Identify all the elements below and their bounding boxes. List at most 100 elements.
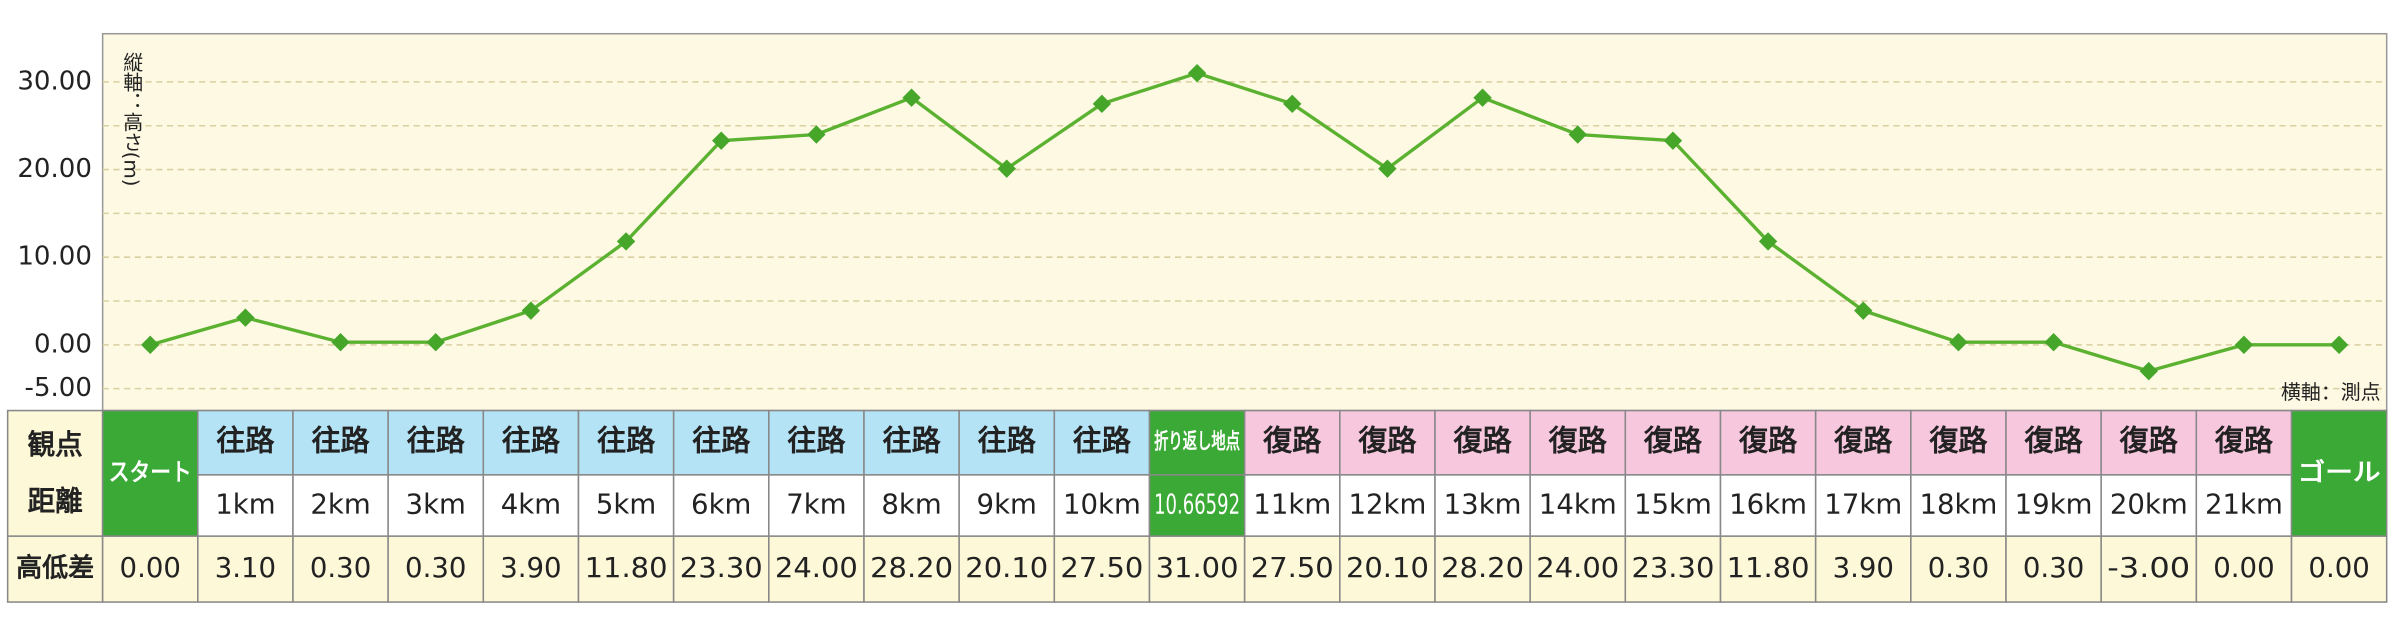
value-label: 31.00 bbox=[1156, 551, 1239, 584]
distance-label: 19km bbox=[2015, 488, 2093, 521]
data-point bbox=[807, 125, 826, 144]
table-cell bbox=[387, 409, 485, 476]
value-label: 0.00 bbox=[2308, 551, 2369, 584]
segment-label: 往路 bbox=[692, 424, 751, 458]
segment-label: 往路 bbox=[502, 424, 561, 458]
table-cell bbox=[1624, 535, 1722, 603]
value-label: 3.90 bbox=[1833, 551, 1894, 584]
table-cell bbox=[2100, 409, 2198, 476]
value-label: 0.30 bbox=[310, 551, 371, 584]
table-cell bbox=[197, 474, 294, 537]
table-cell bbox=[672, 535, 770, 603]
table-cell bbox=[292, 535, 389, 603]
data-point bbox=[426, 333, 445, 352]
data-point bbox=[1758, 232, 1778, 251]
value-label: 24.00 bbox=[775, 551, 858, 584]
data-point bbox=[616, 232, 636, 251]
data-point bbox=[1283, 94, 1302, 114]
data-point bbox=[331, 333, 350, 352]
row-header: 高低差 bbox=[16, 553, 94, 584]
segment-label: 復路 bbox=[1643, 424, 1703, 458]
table-cell bbox=[768, 474, 865, 537]
value-label: 11.80 bbox=[585, 551, 668, 584]
data-point bbox=[1949, 333, 1968, 352]
segment-label: 往路 bbox=[597, 424, 656, 458]
x-axis-label: 横軸：測点 bbox=[2281, 381, 2381, 404]
table-cell bbox=[2005, 474, 2102, 537]
distance-label: 6km bbox=[691, 488, 751, 521]
value-label: 23.30 bbox=[680, 551, 763, 584]
table-cell bbox=[387, 535, 485, 603]
distance-label: 3km bbox=[406, 488, 466, 521]
distance-label: 4km bbox=[501, 488, 561, 521]
table-cell bbox=[1719, 474, 1817, 537]
value-label: 0.30 bbox=[405, 551, 466, 584]
data-point bbox=[1092, 94, 1112, 114]
table-cell bbox=[2195, 535, 2293, 603]
table-cell bbox=[1339, 409, 1436, 476]
plot-area bbox=[101, 32, 2388, 412]
distance-label: 7km bbox=[786, 488, 846, 521]
y-axis-label: 縦軸：高さ(m) bbox=[120, 52, 143, 187]
table-cell bbox=[577, 535, 675, 603]
table-cell bbox=[292, 409, 389, 476]
table-cell bbox=[1148, 474, 1246, 537]
distance-label: 14km bbox=[1539, 488, 1617, 521]
data-point bbox=[1854, 301, 1873, 320]
table-cell bbox=[1814, 409, 1912, 476]
value-label: 11.80 bbox=[1727, 551, 1810, 584]
value-label: 28.20 bbox=[870, 551, 953, 584]
table-cell bbox=[197, 409, 294, 476]
table-cell bbox=[958, 535, 1056, 603]
segment-label: 往路 bbox=[1073, 424, 1132, 458]
y-tick-label: 30.00 bbox=[17, 66, 92, 96]
segment-label: 復路 bbox=[1738, 424, 1798, 458]
value-label: 28.20 bbox=[1441, 551, 1524, 584]
table-cell bbox=[1053, 474, 1151, 537]
value-label: -3.00 bbox=[2107, 551, 2190, 584]
table-cell bbox=[863, 474, 960, 537]
segment-label: 往路 bbox=[787, 424, 846, 458]
data-point bbox=[2234, 335, 2254, 355]
data-point bbox=[902, 88, 921, 107]
table-cell bbox=[577, 409, 675, 476]
table-cell bbox=[863, 535, 960, 603]
distance-label: 16km bbox=[1729, 488, 1807, 521]
distance-label: 21km bbox=[2205, 488, 2283, 521]
table-cell bbox=[197, 535, 294, 603]
table-cell bbox=[1910, 474, 2007, 537]
table-cell bbox=[768, 535, 865, 603]
table-cell bbox=[2195, 474, 2293, 537]
value-label: 20.10 bbox=[965, 551, 1048, 584]
distance-label: 13km bbox=[1444, 488, 1522, 521]
segment-label: 復路 bbox=[1928, 424, 1988, 458]
table-cell bbox=[1719, 535, 1817, 603]
y-tick-label: 10.00 bbox=[17, 242, 92, 272]
table-cell bbox=[2005, 535, 2102, 603]
y-tick-label: 0.00 bbox=[34, 329, 92, 359]
data-line bbox=[149, 71, 2340, 373]
value-label: 0.00 bbox=[120, 551, 181, 584]
table-cell bbox=[1529, 409, 1627, 476]
table-cell bbox=[292, 474, 389, 537]
table-cell bbox=[2290, 409, 2388, 537]
table-cell bbox=[2100, 474, 2198, 537]
table-cell bbox=[2100, 535, 2198, 603]
value-label: 3.90 bbox=[500, 551, 561, 584]
data-point bbox=[1187, 63, 1207, 83]
segment-label: 復路 bbox=[1262, 424, 1322, 458]
distance-label: 5km bbox=[596, 488, 656, 521]
table-cell bbox=[1814, 535, 1912, 603]
data-point bbox=[1568, 125, 1587, 144]
table-cell bbox=[101, 535, 199, 603]
y-tick-label: 20.00 bbox=[17, 154, 92, 184]
value-label: 0.00 bbox=[2213, 551, 2274, 584]
table-cell bbox=[1434, 409, 1531, 476]
segment-label: 往路 bbox=[407, 424, 466, 458]
y-tick-label: -5.00 bbox=[25, 373, 92, 403]
data-point bbox=[1473, 88, 1492, 107]
data-point bbox=[712, 131, 731, 150]
distance-label: 20km bbox=[2110, 488, 2188, 521]
value-label: 20.10 bbox=[1346, 551, 1429, 584]
